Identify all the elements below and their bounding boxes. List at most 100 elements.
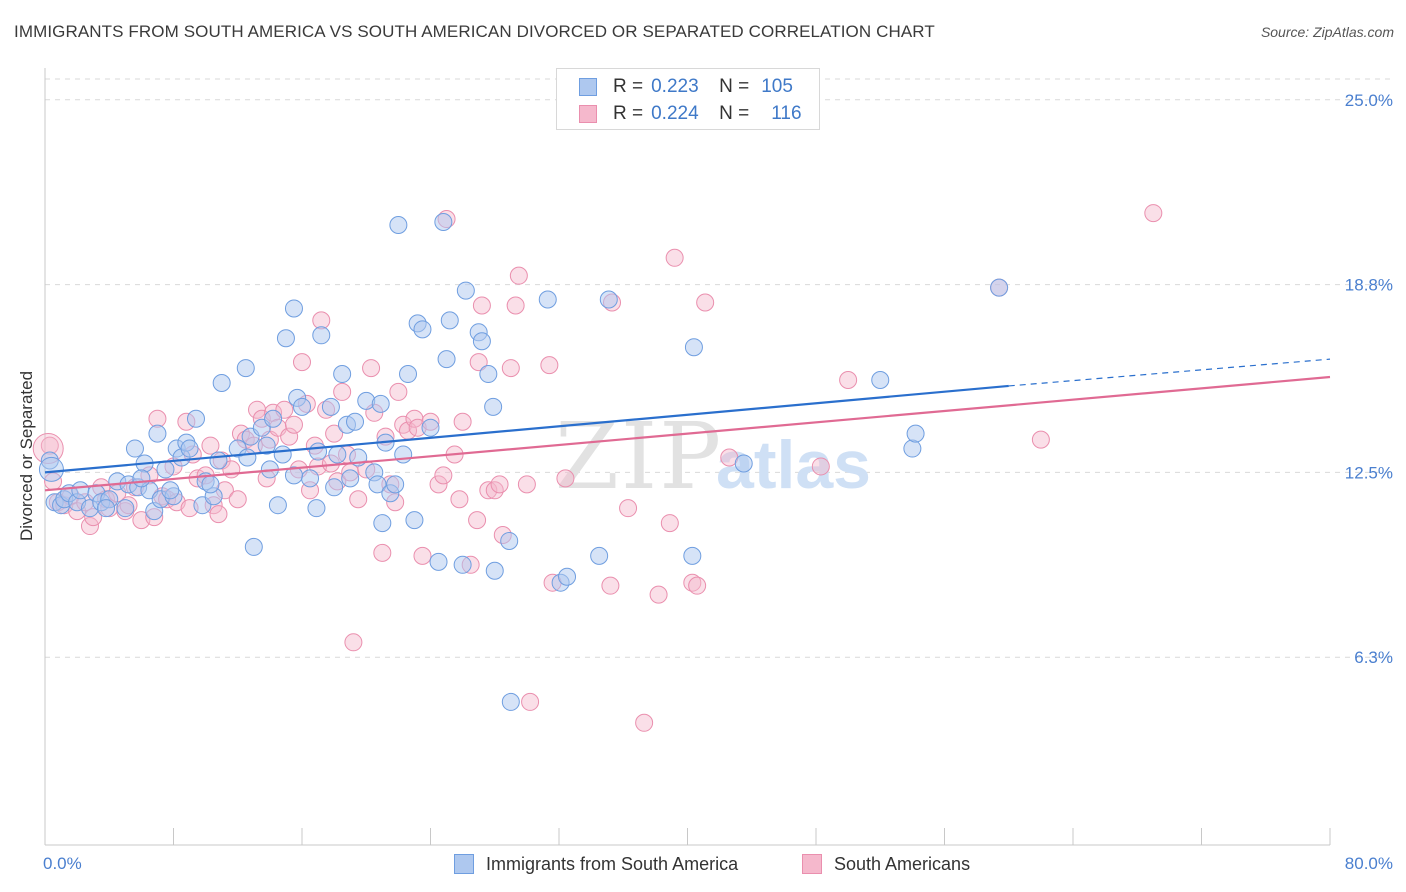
legend-r-value: 0.224: [651, 103, 699, 124]
data-point-immigrants: [903, 439, 922, 458]
data-point-immigrants: [906, 424, 925, 443]
legend-item-immigrants: Immigrants from South America: [454, 852, 738, 876]
data-point-south-americans: [1144, 204, 1163, 223]
data-point-immigrants: [538, 290, 557, 309]
data-point-immigrants: [212, 373, 231, 392]
data-point-south-americans: [485, 481, 504, 500]
data-point-south-americans: [389, 382, 408, 401]
data-point-south-americans: [228, 490, 247, 509]
data-point-south-americans: [434, 466, 453, 485]
data-point-immigrants: [276, 329, 295, 348]
data-point-immigrants: [990, 278, 1009, 297]
data-point-immigrants: [156, 460, 175, 479]
y-tick-label: 6.3%: [1354, 648, 1393, 667]
data-point-immigrants: [434, 213, 453, 232]
data-point-south-americans: [1031, 430, 1050, 449]
data-point-immigrants: [148, 424, 167, 443]
data-point-immigrants: [257, 436, 276, 455]
data-point-south-americans: [394, 415, 413, 434]
legend-swatch-blue: [454, 854, 474, 874]
y-tick-label: 18.8%: [1345, 276, 1393, 295]
legend-item-south-americans: South Americans: [802, 852, 970, 876]
data-point-immigrants: [201, 475, 220, 494]
data-point-immigrants: [479, 365, 498, 384]
legend-label-immigrants: Immigrants from South America: [486, 853, 739, 874]
data-point-immigrants: [71, 481, 90, 500]
data-point-immigrants: [371, 394, 390, 413]
legend-n-label: N =: [719, 76, 750, 97]
trend-line-immigrants: [44, 384, 1009, 474]
data-point-south-americans: [601, 576, 620, 595]
data-point-south-americans: [450, 490, 469, 509]
data-point-immigrants: [325, 478, 344, 497]
data-point-immigrants: [328, 445, 347, 464]
axis-labels: 6.3% 12.5% 18.8% 25.0% 0.0% 80.0%: [43, 91, 1393, 873]
data-point-immigrants: [186, 409, 205, 428]
data-point-immigrants: [309, 442, 328, 461]
data-point-immigrants: [301, 469, 320, 488]
data-point-south-americans: [280, 427, 299, 446]
data-point-immigrants: [341, 469, 360, 488]
data-point-immigrants: [453, 555, 472, 574]
data-point-immigrants: [599, 290, 618, 309]
legend-n-value: 105: [761, 76, 793, 97]
data-point-south-americans: [201, 436, 220, 455]
trend-line-south-americans: [44, 375, 1331, 492]
data-point-south-americans: [333, 382, 352, 401]
data-point-immigrants: [321, 397, 340, 416]
data-point-south-americans: [665, 248, 684, 267]
legend-swatch-blue: [579, 78, 597, 96]
legend-label-south-americans: South Americans: [834, 853, 971, 874]
data-point-south-americans: [540, 356, 559, 375]
data-point-south-americans: [683, 573, 702, 592]
data-point-immigrants: [284, 466, 303, 485]
data-point-immigrants: [437, 350, 456, 369]
source-label: Source: ZipAtlas.com: [1260, 24, 1394, 40]
data-point-south-americans: [509, 266, 528, 285]
data-point-immigrants: [244, 537, 263, 556]
data-point-immigrants: [368, 475, 387, 494]
legend-n-value: 116: [771, 103, 802, 124]
data-point-south-americans: [619, 499, 638, 518]
data-point-south-americans: [472, 296, 491, 315]
data-point-south-americans: [344, 633, 363, 652]
data-point-immigrants: [125, 439, 144, 458]
trend-lines: [44, 358, 1331, 492]
data-point-immigrants: [472, 332, 491, 351]
data-point-south-americans: [429, 475, 448, 494]
immigrants-points: [38, 213, 1009, 711]
data-point-immigrants: [284, 299, 303, 318]
data-point-immigrants: [500, 531, 519, 550]
data-point-immigrants: [590, 546, 609, 565]
y-tick-label: 12.5%: [1345, 463, 1393, 482]
data-point-immigrants: [209, 451, 228, 470]
data-point-immigrants: [116, 499, 135, 518]
data-point-immigrants: [40, 451, 59, 470]
data-point-immigrants: [346, 412, 365, 431]
data-point-immigrants: [357, 391, 376, 410]
trend-line-immigrants-extension: [1008, 358, 1331, 387]
legend-r-value: 0.223: [651, 76, 699, 97]
data-point-immigrants: [399, 365, 418, 384]
data-point-immigrants: [871, 371, 890, 389]
data-point-immigrants: [333, 365, 352, 384]
data-point-immigrants: [293, 397, 311, 416]
data-point-immigrants: [558, 567, 577, 586]
data-point-south-americans: [811, 457, 830, 476]
data-point-south-americans: [413, 546, 432, 565]
data-point-south-americans: [521, 692, 540, 711]
legend-row-south-americans: R = 0.224 N = 116: [579, 102, 802, 126]
data-point-immigrants: [180, 439, 199, 458]
legend-r-label: R =: [613, 76, 644, 97]
data-point-immigrants: [238, 448, 257, 467]
data-point-immigrants: [413, 320, 432, 339]
data-point-south-americans: [284, 415, 303, 434]
data-point-south-americans: [490, 475, 509, 494]
data-point-immigrants: [484, 397, 503, 416]
data-point-immigrants: [389, 216, 408, 234]
data-point-south-americans: [373, 543, 392, 562]
data-point-immigrants: [485, 561, 504, 580]
data-point-immigrants: [684, 338, 703, 357]
data-point-immigrants: [373, 514, 392, 533]
data-point-immigrants: [236, 359, 255, 378]
